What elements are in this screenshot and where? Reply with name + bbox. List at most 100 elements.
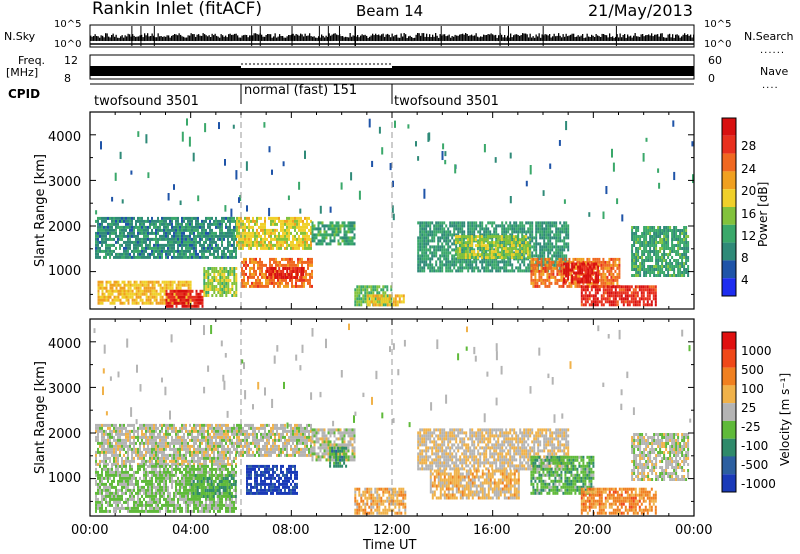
heatmap-cell — [495, 269, 498, 273]
heatmap-cell — [572, 281, 575, 285]
heatmap-cell — [535, 239, 538, 243]
heatmap-cell — [319, 227, 322, 231]
heatmap-cell — [193, 225, 195, 229]
heatmap-cell — [653, 247, 656, 250]
heatmap-cell — [620, 300, 623, 304]
heatmap-cell — [221, 294, 224, 297]
heatmap-cell — [505, 266, 508, 270]
heatmap-cell — [358, 294, 361, 298]
heatmap-cell — [576, 260, 579, 264]
heatmap-cell — [103, 459, 105, 463]
heatmap-cell — [207, 231, 209, 235]
heatmap-cell — [602, 266, 605, 270]
heatmap-cell — [306, 222, 308, 226]
heatmap-cell — [195, 243, 197, 247]
heatmap-cell — [99, 450, 101, 454]
heatmap-cell — [291, 266, 293, 270]
heatmap-cell — [321, 233, 324, 237]
heatmap-cell — [493, 266, 496, 270]
heatmap-cell — [558, 272, 561, 276]
heatmap-cell — [127, 216, 129, 220]
heatmap-cell — [113, 243, 115, 247]
heatmap-cell — [612, 263, 615, 267]
heatmap-cell — [149, 438, 151, 442]
heatmap-cell — [542, 272, 545, 276]
heatmap-cell — [396, 303, 399, 307]
heatmap-cell — [145, 453, 147, 457]
heatmap-cell — [235, 255, 237, 259]
heatmap-cell — [553, 236, 556, 240]
heatmap-cell — [557, 257, 560, 261]
heatmap-cell — [647, 268, 650, 271]
heatmap-cell — [354, 303, 357, 307]
heatmap-cell — [390, 285, 393, 289]
heatmap-cell — [123, 426, 125, 430]
heatmap-cell — [115, 255, 117, 259]
heatmap-cell — [643, 229, 646, 232]
heatmap-cell — [107, 222, 109, 226]
heatmap-cell — [269, 263, 271, 267]
heatmap-cell — [300, 273, 303, 276]
heatmap-cell — [159, 252, 161, 256]
heatmap-cell — [248, 237, 250, 241]
heatmap-cell — [183, 280, 186, 284]
heatmap-cell — [231, 273, 234, 276]
heatmap-cell — [99, 246, 101, 250]
heatmap-cell — [153, 292, 156, 296]
heatmap-cell — [516, 235, 519, 239]
heatmap-cell — [437, 257, 440, 261]
heatmap-cell — [191, 240, 193, 244]
heatmap-cell — [127, 447, 129, 451]
heatmap-cell — [247, 263, 249, 267]
heatmap-cell — [233, 216, 235, 220]
heatmap-cell — [175, 289, 178, 293]
heatmap-cell — [275, 263, 277, 267]
heatmap-cell — [123, 240, 125, 244]
heatmap-cell — [614, 257, 617, 261]
heatmap-cell — [179, 231, 181, 235]
heatmap-cell — [635, 268, 638, 271]
heatmap-cell — [479, 221, 482, 225]
heatmap-cell — [685, 256, 688, 259]
heatmap-cell — [560, 269, 563, 273]
heatmap-cell — [207, 273, 210, 276]
heatmap-cell — [191, 246, 193, 250]
heatmap-cell — [624, 297, 627, 301]
heatmap-cell — [356, 285, 359, 289]
heatmap-cell — [618, 291, 621, 295]
heatmap-cell — [659, 238, 662, 241]
heatmap-cell — [527, 230, 530, 234]
heatmap-cell — [457, 221, 460, 225]
heatmap-cell — [197, 252, 199, 256]
heatmap-cell — [345, 242, 348, 246]
heatmap-cell — [429, 260, 432, 264]
heatmap-cell — [637, 247, 640, 250]
heatmap-cell — [171, 283, 174, 287]
heatmap-cell — [683, 250, 686, 253]
heatmap-cell — [602, 278, 605, 282]
heatmap-cell — [229, 228, 231, 232]
heatmap-cell — [433, 236, 436, 240]
heatmap-cell — [456, 247, 459, 251]
heatmap-cell — [229, 291, 232, 294]
heatmap-cell — [429, 257, 432, 261]
heatmap-cell — [510, 241, 513, 245]
heatmap-cell — [317, 230, 320, 234]
heatmap-cell — [559, 266, 562, 270]
heatmap-cell — [543, 248, 546, 252]
heatmap-cell — [522, 247, 525, 251]
heatmap-cell — [284, 273, 287, 276]
heatmap-cell — [141, 459, 143, 463]
heatmap-cell — [183, 225, 185, 229]
heatmap-cell — [380, 300, 383, 304]
heatmap-cell — [659, 271, 662, 274]
heatmap-cell — [523, 224, 526, 228]
heatmap-cell — [161, 295, 164, 299]
heatmap-cell — [155, 453, 157, 457]
heatmap-cell — [589, 265, 592, 269]
heatmap-cell — [592, 285, 595, 289]
heatmap-cell — [109, 292, 112, 296]
heatmap-cell — [153, 222, 155, 226]
heatmap-cell — [131, 283, 134, 287]
heatmap-cell — [584, 263, 587, 267]
